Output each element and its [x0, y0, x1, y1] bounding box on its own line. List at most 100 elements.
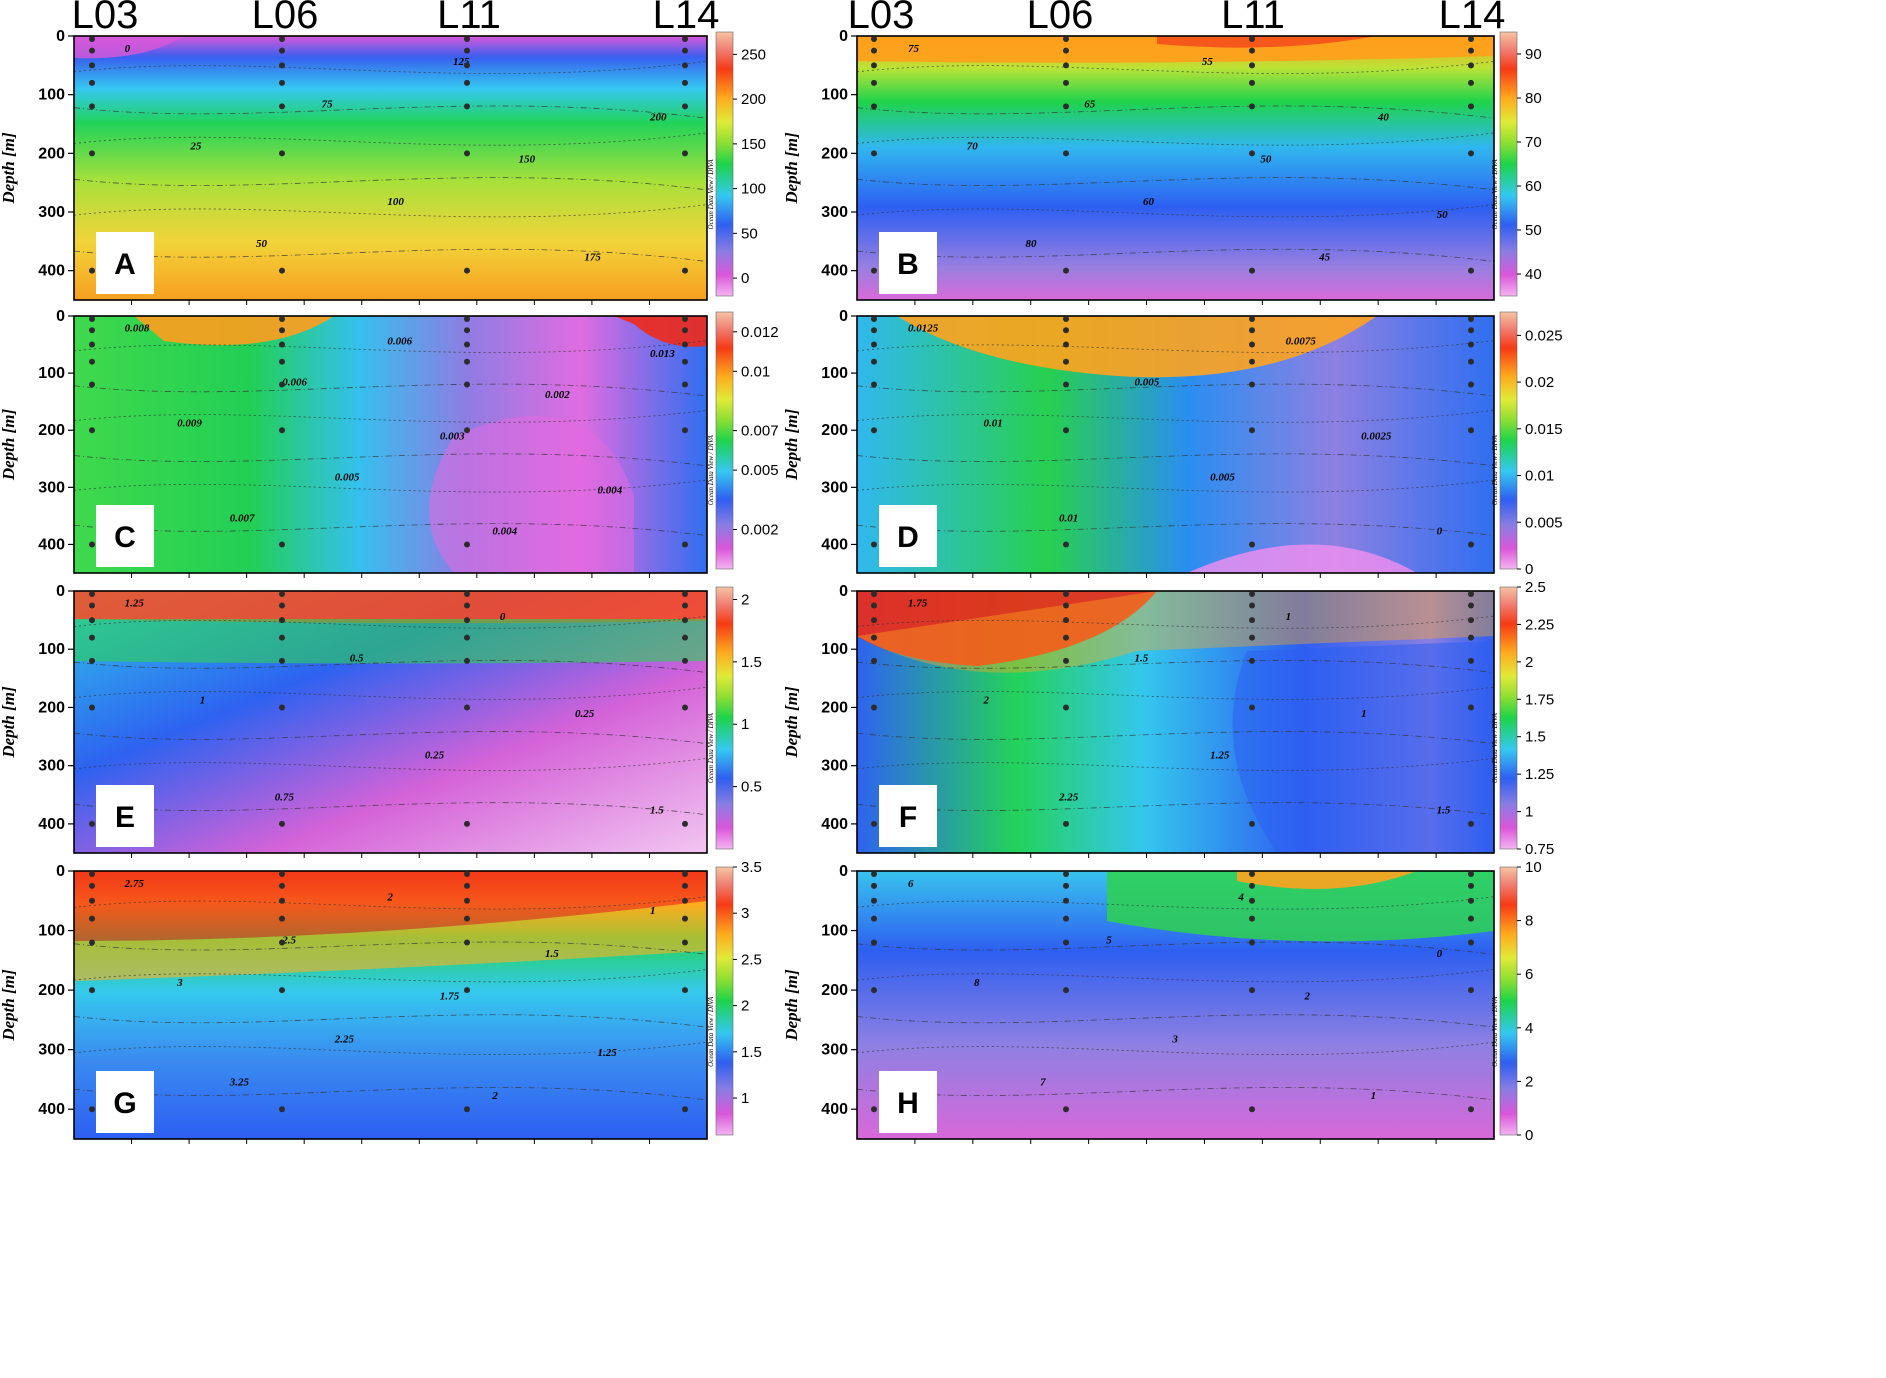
y-tick-label: 0	[56, 308, 65, 325]
sample-point	[871, 36, 877, 42]
sample-point	[1063, 36, 1069, 42]
sample-point	[279, 987, 285, 994]
sample-point	[1063, 541, 1069, 548]
colorbar-tick-label: 3.5	[741, 859, 762, 876]
contour-label: 0.009	[177, 418, 202, 430]
y-tick-label: 300	[38, 1042, 65, 1059]
contour-label: 50	[1260, 154, 1272, 166]
sample-point	[279, 939, 285, 946]
panel-letter-box	[96, 1071, 154, 1133]
sample-point	[1468, 267, 1474, 274]
panel-letter-box	[96, 505, 154, 567]
contour-label: 0.005	[1210, 471, 1235, 483]
colorbar-tick-label: 0.5	[741, 779, 762, 796]
y-tick-label: 400	[38, 263, 65, 280]
panel-frame	[73, 315, 708, 574]
panel-frame	[856, 315, 1495, 574]
sample-point	[89, 541, 95, 548]
contour-line	[73, 615, 708, 629]
contour-line	[856, 409, 1495, 423]
sample-point	[279, 79, 285, 86]
colorbar-tick-label: 1.5	[741, 654, 762, 671]
panel-letter-box	[879, 505, 937, 567]
colorbar	[715, 31, 734, 297]
sample-point	[279, 36, 285, 42]
colorbar-tick-label: 2	[1525, 654, 1533, 671]
contour-label: 0.25	[425, 750, 445, 762]
sample-point	[1468, 704, 1474, 711]
y-tick-label: 400	[38, 536, 65, 553]
sample-point	[279, 541, 285, 548]
sample-point	[464, 427, 470, 434]
contour-label: 2	[982, 695, 989, 707]
colorbar	[1499, 311, 1518, 570]
sample-point	[464, 591, 470, 597]
field-patch	[74, 871, 707, 941]
sample-point	[871, 327, 877, 334]
sample-point	[871, 591, 877, 597]
sample-point	[682, 341, 688, 348]
sample-point	[1468, 634, 1474, 641]
panel-f: 1.75 2 2.25 1.5 1.25 1 1 1.5 0 100 200 300 400 Depth …	[782, 579, 1554, 858]
station-label-l14: L14	[653, 0, 720, 37]
contour-line	[73, 686, 708, 700]
sample-point	[682, 358, 688, 365]
contour-label: 50	[256, 238, 267, 250]
y-tick-label: 300	[38, 758, 65, 775]
sample-point	[464, 103, 470, 110]
contour-label: 1.5	[1437, 805, 1451, 817]
sample-point	[682, 871, 688, 877]
sample-point	[871, 381, 877, 388]
y-tick-label: 200	[38, 422, 65, 439]
contour-label: 2.5	[281, 934, 296, 946]
sample-point	[682, 47, 688, 54]
contour-line	[856, 177, 1495, 191]
sample-point	[464, 915, 470, 922]
sample-point	[1249, 939, 1255, 946]
sample-point	[464, 267, 470, 274]
panel-frame	[73, 35, 708, 301]
panel-letter-box	[96, 785, 154, 847]
sample-point	[89, 62, 95, 69]
contour-line	[856, 968, 1495, 983]
contour-line	[856, 453, 1495, 467]
contour-line	[73, 177, 708, 191]
y-axis-label: Depth [m]	[0, 969, 18, 1042]
sample-point	[279, 150, 285, 157]
y-tick-label: 100	[38, 641, 65, 658]
contour-label: 1.75	[440, 991, 460, 1003]
contour-label: 150	[519, 154, 536, 166]
sample-point	[464, 1106, 470, 1113]
sample-point	[871, 541, 877, 548]
sample-point	[1468, 341, 1474, 348]
station-label-l11: L11	[1221, 0, 1285, 37]
sample-point	[682, 657, 688, 664]
sample-point	[1063, 316, 1069, 322]
panel-letter-box	[879, 1071, 937, 1133]
colorbar-tick-label: 6	[1525, 966, 1533, 983]
sample-point	[279, 704, 285, 711]
contour-label: 0	[1437, 948, 1443, 960]
contour-label: 25	[189, 141, 202, 153]
y-tick-label: 200	[821, 982, 848, 999]
sample-point	[89, 617, 95, 624]
y-tick-label: 400	[38, 1101, 65, 1118]
contour-line	[73, 1087, 708, 1101]
field-patch	[897, 316, 1377, 378]
sample-point	[682, 79, 688, 86]
sample-point	[871, 634, 877, 641]
contour-line	[856, 105, 1495, 119]
contour-label: 2.75	[124, 878, 145, 890]
contour-line	[73, 968, 708, 983]
sample-point	[279, 62, 285, 69]
contour-label: 0.0075	[1286, 335, 1317, 347]
colorbar-tick-label: 1	[1525, 804, 1533, 821]
panel-a-field	[74, 36, 707, 300]
colorbar-tick-label: 0.025	[1525, 327, 1563, 344]
sample-point	[464, 634, 470, 641]
colorbar-caption: Ocean Data View / DIVA	[707, 712, 715, 783]
sample-point	[871, 358, 877, 365]
sample-point	[279, 1106, 285, 1113]
sample-point	[1063, 657, 1069, 664]
sample-point	[1468, 47, 1474, 54]
